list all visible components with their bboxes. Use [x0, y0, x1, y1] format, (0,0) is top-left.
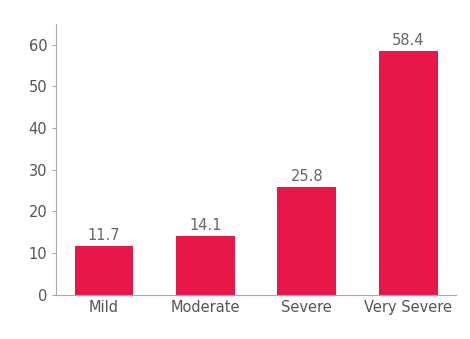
- Bar: [176, 236, 235, 295]
- Text: 11.7: 11.7: [88, 228, 120, 243]
- Bar: [277, 187, 337, 295]
- Text: 58.4: 58.4: [392, 33, 424, 48]
- Bar: [379, 51, 438, 295]
- Bar: [75, 246, 133, 295]
- Text: 25.8: 25.8: [290, 169, 323, 184]
- Text: 14.1: 14.1: [189, 218, 222, 233]
